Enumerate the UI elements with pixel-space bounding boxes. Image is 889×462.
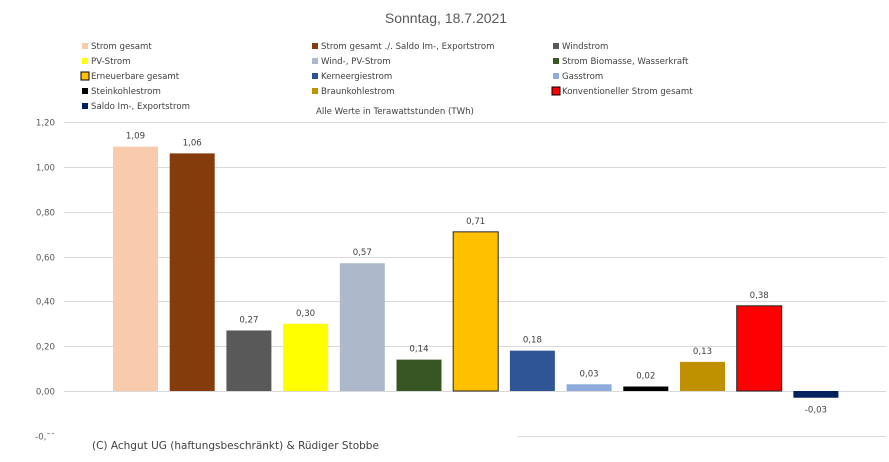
legend-swatch — [80, 71, 90, 81]
legend-item: Windstrom — [553, 42, 608, 52]
legend-swatch — [82, 58, 88, 64]
legend-swatch — [551, 86, 561, 96]
legend-item: Strom Biomasse, Wasserkraft — [553, 57, 689, 67]
legend-item: Saldo Im-, Exportstrom — [82, 102, 190, 112]
legend-swatch — [312, 43, 318, 49]
legend-swatch — [82, 103, 88, 109]
bar-8 — [566, 384, 612, 391]
data-label: 0,71 — [466, 217, 485, 227]
y-tick-label: 0,20 — [36, 343, 55, 353]
bar-7 — [509, 350, 555, 391]
legend-label: Strom Biomasse, Wasserkraft — [562, 57, 689, 67]
legend-item: PV-Strom — [82, 57, 130, 67]
legend: Strom gesamt Strom gesamt ./. Saldo Im-, … — [80, 42, 693, 112]
data-label: 0,14 — [409, 345, 428, 355]
legend-item: Gasstrom — [553, 72, 603, 82]
chart-title: Sonntag, 18.7.2021 — [385, 10, 507, 26]
y-tick-label: 0,80 — [36, 209, 55, 219]
bar-10 — [680, 361, 725, 391]
legend-label: Kerneergiestrom — [321, 72, 392, 82]
legend-label: Strom gesamt ./. Saldo Im-, Exportstrom — [321, 42, 495, 52]
bar-6 — [452, 231, 499, 392]
bar-0 — [113, 146, 158, 391]
legend-item: Braunkohlestrom — [312, 87, 394, 97]
bar-2 — [226, 330, 272, 391]
bars — [113, 146, 839, 398]
legend-swatch — [553, 58, 559, 64]
y-tick-label: 0,60 — [36, 254, 55, 264]
legend-item: Strom gesamt ./. Saldo Im-, Exportstrom — [312, 42, 495, 52]
legend-swatch — [82, 43, 88, 49]
data-label: 0,03 — [580, 369, 599, 379]
legend-item: Strom gesamt — [82, 42, 152, 52]
legend-label: Steinkohlestrom — [91, 87, 161, 97]
legend-item: Wind-, PV-Strom — [312, 57, 391, 67]
legend-label: Windstrom — [562, 42, 608, 52]
bar-5 — [396, 359, 442, 391]
legend-label: Erneuerbare gesamt — [91, 72, 180, 82]
y-tick-label: 0,40 — [36, 298, 55, 308]
bar-12 — [793, 391, 839, 398]
legend-item: Konventioneller Strom gesamt — [551, 86, 693, 97]
data-label: 0,57 — [353, 248, 372, 258]
data-label: 0,18 — [523, 336, 542, 346]
data-label: 0,02 — [636, 372, 655, 382]
data-label: 1,06 — [183, 138, 202, 148]
legend-swatch — [312, 88, 318, 94]
y-axis: 1,20 1,00 0,80 0,60 0,40 0,20 0,00 -0,¯¯ — [35, 119, 55, 443]
legend-swatch — [312, 58, 318, 64]
legend-label: Konventioneller Strom gesamt — [562, 87, 693, 97]
legend-label: PV-Strom — [91, 57, 130, 67]
data-label: -0,03 — [805, 406, 827, 416]
data-label: 1,09 — [126, 132, 145, 142]
legend-swatch — [553, 43, 559, 49]
legend-label: Strom gesamt — [91, 42, 152, 52]
legend-swatch — [312, 73, 318, 79]
y-tick-label: 1,20 — [36, 119, 55, 129]
bar-9 — [623, 386, 669, 391]
units-note: Alle Werte in Terawattstunden (TWh) — [316, 107, 474, 117]
y-tick-label: 0,00 — [36, 388, 55, 398]
y-tick-label: -0,¯¯ — [35, 433, 55, 443]
legend-label: Braunkohlestrom — [321, 87, 394, 97]
legend-swatch — [553, 73, 559, 79]
data-label: 0,27 — [239, 315, 258, 325]
legend-label: Gasstrom — [562, 72, 603, 82]
legend-item: Kerneergiestrom — [312, 72, 392, 82]
copyright-text: (C) Achgut UG (haftungsbeschränkt) & Rüd… — [88, 440, 383, 452]
legend-item: Erneuerbare gesamt — [80, 71, 180, 82]
data-label: 0,38 — [750, 291, 769, 301]
bar-3 — [283, 323, 329, 391]
data-labels: 1,09 1,06 0,27 0,30 0,57 0,14 0,71 0,18 0,03 0,02… — [126, 132, 827, 416]
legend-swatch — [82, 88, 88, 94]
bar-11 — [736, 305, 783, 392]
bar-1 — [169, 153, 215, 391]
legend-item: Steinkohlestrom — [82, 87, 161, 97]
legend-label: Wind-, PV-Strom — [321, 57, 391, 67]
data-label: 0,13 — [693, 347, 712, 357]
legend-label: Saldo Im-, Exportstrom — [91, 102, 190, 112]
data-label: 0,30 — [296, 309, 315, 319]
y-tick-label: 1,00 — [36, 164, 55, 174]
bar-4 — [339, 263, 385, 391]
